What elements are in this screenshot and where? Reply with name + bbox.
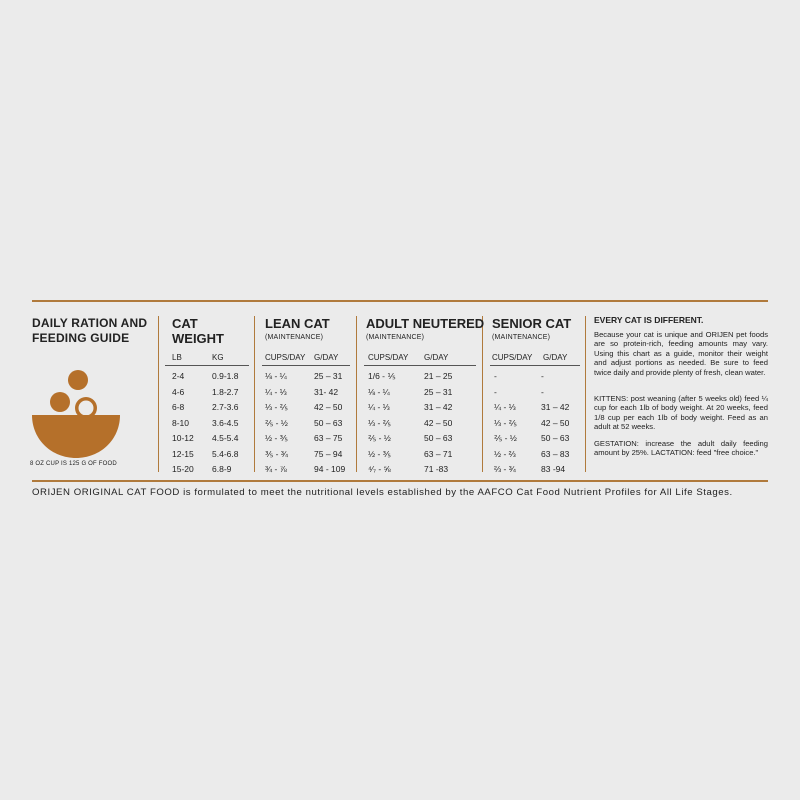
lean-g-header: G/DAY xyxy=(314,353,339,362)
cell-adult-g: 71 -83 xyxy=(424,464,449,474)
cell-lb: 8-10 xyxy=(172,417,190,428)
cell-lean-g: 25 – 31 xyxy=(314,371,343,381)
cell-senior-g: - xyxy=(541,371,544,381)
cell-adult-cups: ⅖ - ½ xyxy=(368,433,391,443)
cell-adult-g: 42 – 50 xyxy=(424,417,453,428)
adult-neutered-subheading: (MAINTENANCE) xyxy=(366,334,425,341)
divider xyxy=(254,316,255,472)
senior-cat-subheading: (MAINTENANCE) xyxy=(492,334,551,341)
cat-weight-line-2: WEIGHT xyxy=(172,331,224,346)
cell-lean-cups: ⅗ - ¾ xyxy=(265,448,288,459)
header-underline xyxy=(165,365,249,366)
cell-lean-cups: ⅖ - ½ xyxy=(265,417,288,428)
cell-lb: 6-8 xyxy=(172,402,185,412)
header-underline xyxy=(364,365,476,366)
divider xyxy=(158,316,159,472)
cell-adult-g: 50 – 63 xyxy=(424,433,453,443)
cell-lean-g: 75 – 94 xyxy=(314,448,343,459)
lean-cups-header: CUPS/DAY xyxy=(265,353,306,362)
cell-adult-g: 21 – 25 xyxy=(424,371,453,381)
cell-kg: 1.8-2.7 xyxy=(212,386,239,397)
cell-senior-g: - xyxy=(541,386,544,397)
cell-kg: 4.5-5.4 xyxy=(212,433,239,443)
lean-cat-heading: LEAN CAT xyxy=(265,316,330,331)
senior-cat-heading: SENIOR CAT xyxy=(492,316,572,331)
cell-adult-cups: ⅓ - ⅖ xyxy=(368,417,391,428)
cell-senior-g: 42 – 50 xyxy=(541,417,570,428)
cell-lean-cups: ⅓ - ⅖ xyxy=(265,402,288,412)
lean-cat-subheading: (MAINTENANCE) xyxy=(265,334,324,341)
cell-senior-cups: ⅔ - ¾ xyxy=(494,464,516,474)
notes-paragraph-1: Because your cat is unique and ORIJEN pe… xyxy=(594,330,768,377)
cell-adult-cups: ½ - ⅗ xyxy=(368,448,391,459)
cell-kg: 3.6-4.5 xyxy=(212,417,239,428)
notes-kittens: KITTENS: post weaning (after 5 weeks old… xyxy=(594,394,768,432)
cell-lean-g: 63 – 75 xyxy=(314,433,343,443)
title-line-2: FEEDING GUIDE xyxy=(32,331,130,345)
cell-senior-cups: ⅓ - ⅖ xyxy=(494,417,517,428)
header-underline xyxy=(490,365,580,366)
cell-lean-cups: ¼ - ⅓ xyxy=(265,386,287,397)
cell-senior-cups: ½ - ⅔ xyxy=(494,448,516,459)
header-underline xyxy=(262,365,350,366)
divider xyxy=(356,316,357,472)
food-bowl-icon xyxy=(32,370,120,458)
cell-lean-cups: ½ - ⅗ xyxy=(265,433,288,443)
cell-lean-cups: ⅛ - ¼ xyxy=(265,371,287,381)
cell-lb: 10-12 xyxy=(172,433,194,443)
cell-adult-g: 31 – 42 xyxy=(424,402,453,412)
adult-g-header: G/DAY xyxy=(424,353,449,362)
cell-lb: 15-20 xyxy=(172,464,194,474)
cup-caption: 8 OZ CUP IS 125 G OF FOOD xyxy=(30,461,117,467)
bottom-rule xyxy=(32,480,768,482)
adult-cups-header: CUPS/DAY xyxy=(368,353,409,362)
cell-adult-cups: 1/6 - ⅕ xyxy=(368,371,396,381)
cell-lean-g: 31- 42 xyxy=(314,386,339,397)
notes-gestation: GESTATION: increase the adult daily feed… xyxy=(594,439,768,458)
cell-adult-cups: ⁴⁄₇ - ⅝ xyxy=(368,464,391,474)
cell-adult-cups: ⅛ - ¼ xyxy=(368,386,390,397)
top-rule xyxy=(32,300,768,302)
cell-senior-g: 50 – 63 xyxy=(541,433,570,443)
feeding-guide-title: DAILY RATION AND FEEDING GUIDE xyxy=(32,316,147,346)
cell-lean-g: 50 – 63 xyxy=(314,417,343,428)
divider xyxy=(482,316,483,472)
lb-header: LB xyxy=(172,353,182,362)
cell-adult-g: 63 – 71 xyxy=(424,448,453,459)
cell-senior-g: 63 – 83 xyxy=(541,448,570,459)
cat-weight-line-1: CAT xyxy=(172,316,198,331)
cell-adult-cups: ¼ - ⅓ xyxy=(368,402,390,412)
kg-header: KG xyxy=(212,353,224,362)
cell-kg: 2.7-3.6 xyxy=(212,402,239,412)
divider xyxy=(585,316,586,472)
cell-kg: 6.8-9 xyxy=(212,464,232,474)
cell-lean-g: 42 – 50 xyxy=(314,402,343,412)
cell-senior-g: 83 -94 xyxy=(541,464,566,474)
cell-senior-cups: ⅖ - ½ xyxy=(494,433,517,443)
cell-kg: 0.9-1.8 xyxy=(212,371,239,381)
senior-g-header: G/DAY xyxy=(543,353,568,362)
senior-cups-header: CUPS/DAY xyxy=(492,353,533,362)
cell-senior-cups: - xyxy=(494,386,497,397)
adult-neutered-heading: ADULT NEUTERED xyxy=(366,316,485,331)
cell-senior-g: 31 – 42 xyxy=(541,402,570,412)
cell-lb: 12-15 xyxy=(172,448,194,459)
cell-lb: 4-6 xyxy=(172,386,185,397)
cell-adult-g: 25 – 31 xyxy=(424,386,453,397)
cat-weight-heading: CAT WEIGHT xyxy=(172,316,224,346)
aafco-statement: ORIJEN ORIGINAL CAT FOOD is formulated t… xyxy=(32,487,733,498)
cell-senior-cups: - xyxy=(494,371,497,381)
title-line-1: DAILY RATION AND xyxy=(32,316,148,330)
cell-kg: 5.4-6.8 xyxy=(212,448,239,459)
cell-senior-cups: ¼ - ⅓ xyxy=(494,402,516,412)
cell-lean-cups: ¾ - ⅞ xyxy=(265,464,287,474)
cell-lb: 2-4 xyxy=(172,371,185,381)
notes-title: EVERY CAT IS DIFFERENT. xyxy=(594,315,704,325)
cell-lean-g: 94 - 109 xyxy=(314,464,346,474)
